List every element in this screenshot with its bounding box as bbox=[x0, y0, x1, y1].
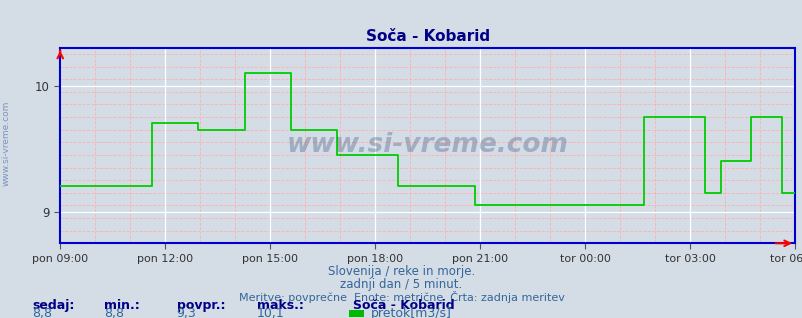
Text: 8,8: 8,8 bbox=[104, 307, 124, 318]
Title: Soča - Kobarid: Soča - Kobarid bbox=[365, 29, 489, 44]
Text: Slovenija / reke in morje.: Slovenija / reke in morje. bbox=[327, 265, 475, 278]
Text: zadnji dan / 5 minut.: zadnji dan / 5 minut. bbox=[340, 278, 462, 291]
Text: sedaj:: sedaj: bbox=[32, 299, 75, 312]
Text: 10,1: 10,1 bbox=[257, 307, 285, 318]
Text: Meritve: povprečne  Enote: metrične  Črta: zadnja meritev: Meritve: povprečne Enote: metrične Črta:… bbox=[238, 291, 564, 302]
Text: maks.:: maks.: bbox=[257, 299, 303, 312]
Text: Soča - Kobarid: Soča - Kobarid bbox=[353, 299, 455, 312]
Text: www.si-vreme.com: www.si-vreme.com bbox=[286, 133, 568, 158]
Text: povpr.:: povpr.: bbox=[176, 299, 225, 312]
Text: www.si-vreme.com: www.si-vreme.com bbox=[2, 100, 11, 186]
Text: min.:: min.: bbox=[104, 299, 140, 312]
Text: pretok[m3/s]: pretok[m3/s] bbox=[371, 307, 452, 318]
Text: 8,8: 8,8 bbox=[32, 307, 52, 318]
Text: 9,3: 9,3 bbox=[176, 307, 196, 318]
